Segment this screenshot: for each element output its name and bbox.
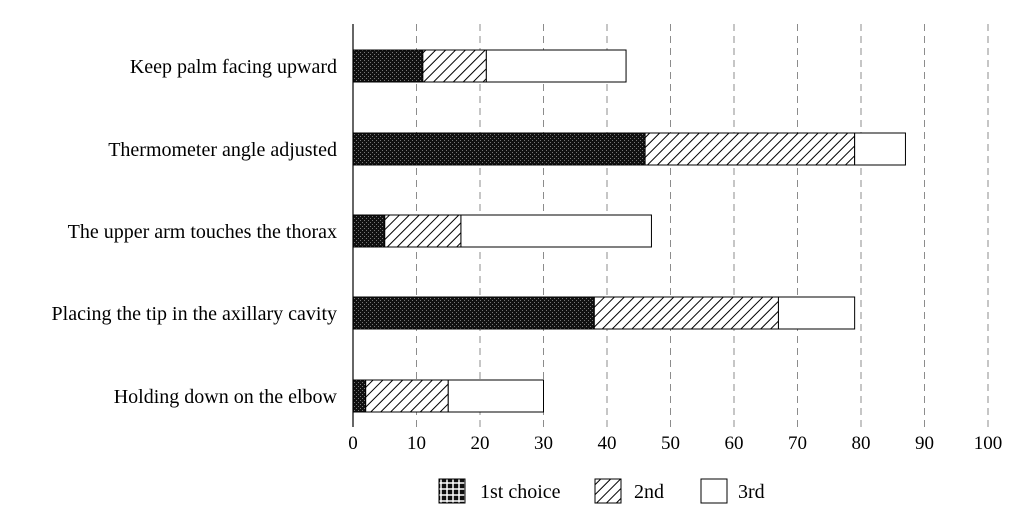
bar-segment-5-series-1 — [352, 379, 367, 413]
x-tick-label-10: 10 — [407, 433, 426, 454]
x-tick-label-20: 20 — [471, 433, 490, 454]
x-tick-label-30: 30 — [534, 433, 553, 454]
bar-segment-5-series-3 — [447, 379, 544, 413]
category-label-5: Holding down on the elbow — [114, 386, 338, 408]
bar-segment-2-series-3 — [854, 132, 906, 166]
category-label-3: The upper arm touches the thorax — [68, 221, 337, 243]
bar-segment-3-series-3 — [460, 214, 652, 248]
bar-segments — [352, 49, 906, 413]
x-tick-label-90: 90 — [915, 433, 934, 454]
bar-segment-1-series-1 — [352, 49, 424, 83]
bar-segment-2-series-2 — [644, 132, 856, 166]
legend-label-3: 3rd — [738, 481, 765, 503]
category-label-2: Thermometer angle adjusted — [108, 139, 337, 161]
x-tick-label-80: 80 — [852, 433, 871, 454]
category-label-4: Placing the tip in the axillary cavity — [52, 303, 337, 325]
bar-segment-4-series-2 — [593, 296, 779, 330]
bar-segment-1-series-3 — [485, 49, 627, 83]
legend: 1st choice 2nd 3rd — [438, 478, 765, 504]
legend-swatch-1 — [438, 478, 466, 504]
bar-segment-4-series-1 — [352, 296, 595, 330]
bar-segment-1-series-2 — [422, 49, 487, 83]
legend-label-1: 1st choice — [480, 481, 561, 503]
x-tick-label-40: 40 — [598, 433, 617, 454]
x-tick-label-0: 0 — [348, 433, 358, 454]
bar-segment-5-series-2 — [365, 379, 449, 413]
legend-label-2: 2nd — [634, 481, 664, 503]
category-label-1: Keep palm facing upward — [130, 56, 337, 78]
bar-segment-4-series-3 — [777, 296, 856, 330]
x-tick-label-70: 70 — [788, 433, 807, 454]
bar-segment-3-series-2 — [384, 214, 462, 248]
x-tick-label-60: 60 — [725, 433, 744, 454]
bar-segment-2-series-1 — [352, 132, 646, 166]
x-tick-label-50: 50 — [661, 433, 680, 454]
x-tick-label-100: 100 — [974, 433, 1003, 454]
x-tick-labels: 0 10 20 30 40 50 60 70 80 90 100 — [348, 433, 1002, 454]
legend-swatch-2 — [594, 478, 622, 504]
bar-segment-3-series-1 — [352, 214, 386, 248]
legend-swatch-3 — [700, 478, 728, 504]
category-labels: Keep palm facing upward Thermometer angle… — [52, 56, 338, 408]
